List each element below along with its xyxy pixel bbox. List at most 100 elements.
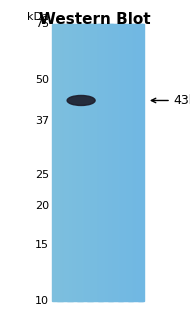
Bar bbox=[91, 24, 93, 301]
Bar bbox=[136, 24, 137, 301]
Bar bbox=[68, 24, 70, 301]
Bar bbox=[74, 24, 75, 301]
Bar bbox=[95, 24, 96, 301]
Bar bbox=[121, 24, 123, 301]
Bar bbox=[114, 24, 115, 301]
Bar bbox=[78, 24, 79, 301]
Bar bbox=[102, 24, 104, 301]
Bar bbox=[67, 24, 69, 301]
Bar bbox=[122, 24, 124, 301]
Bar bbox=[130, 24, 132, 301]
Bar bbox=[66, 24, 68, 301]
Bar bbox=[87, 24, 89, 301]
Bar bbox=[108, 24, 110, 301]
Bar bbox=[126, 24, 127, 301]
Bar bbox=[73, 24, 74, 301]
Bar bbox=[128, 24, 130, 301]
Bar bbox=[82, 24, 83, 301]
Bar bbox=[72, 24, 73, 301]
Bar bbox=[119, 24, 121, 301]
Text: 50: 50 bbox=[35, 75, 49, 85]
Bar bbox=[79, 24, 81, 301]
Bar bbox=[105, 24, 106, 301]
Bar bbox=[138, 24, 139, 301]
Bar bbox=[80, 24, 82, 301]
Bar bbox=[56, 24, 57, 301]
Bar bbox=[107, 24, 108, 301]
Bar bbox=[58, 24, 60, 301]
Text: 37: 37 bbox=[35, 116, 49, 126]
Bar bbox=[96, 24, 97, 301]
Bar bbox=[66, 24, 67, 301]
Bar bbox=[71, 24, 73, 301]
Bar bbox=[134, 24, 135, 301]
Bar bbox=[101, 24, 103, 301]
Bar bbox=[104, 24, 105, 301]
Bar bbox=[92, 24, 93, 301]
Bar bbox=[109, 24, 111, 301]
Text: 20: 20 bbox=[35, 201, 49, 211]
Bar bbox=[77, 24, 78, 301]
Bar bbox=[100, 24, 102, 301]
Bar bbox=[112, 24, 113, 301]
Bar bbox=[53, 24, 54, 301]
Bar bbox=[99, 24, 101, 301]
Bar bbox=[131, 24, 133, 301]
Bar bbox=[139, 24, 140, 301]
Bar bbox=[132, 24, 134, 301]
Text: 10: 10 bbox=[35, 296, 49, 306]
Bar bbox=[88, 24, 90, 301]
Bar bbox=[129, 24, 131, 301]
Bar bbox=[140, 24, 142, 301]
Bar bbox=[70, 24, 72, 301]
Text: 15: 15 bbox=[35, 240, 49, 250]
Text: kDa: kDa bbox=[27, 12, 49, 22]
Bar bbox=[57, 24, 59, 301]
Bar bbox=[87, 24, 88, 301]
Text: 75: 75 bbox=[35, 19, 49, 29]
Bar bbox=[111, 24, 112, 301]
Bar bbox=[60, 24, 62, 301]
Bar bbox=[116, 24, 117, 301]
Bar bbox=[123, 24, 124, 301]
Bar bbox=[137, 24, 138, 301]
Bar bbox=[81, 24, 82, 301]
Bar bbox=[133, 24, 134, 301]
Bar bbox=[97, 24, 99, 301]
Bar bbox=[142, 24, 143, 301]
Bar bbox=[83, 24, 84, 301]
Bar bbox=[141, 24, 142, 301]
Bar bbox=[85, 24, 86, 301]
Text: Western Blot: Western Blot bbox=[39, 12, 151, 27]
Bar bbox=[65, 24, 66, 301]
Bar bbox=[103, 24, 104, 301]
Bar bbox=[139, 24, 141, 301]
Ellipse shape bbox=[67, 95, 95, 105]
Bar bbox=[86, 24, 87, 301]
Bar bbox=[84, 24, 85, 301]
Bar bbox=[75, 24, 76, 301]
Bar bbox=[118, 24, 120, 301]
Bar bbox=[59, 24, 61, 301]
Bar bbox=[127, 24, 129, 301]
Bar bbox=[93, 24, 94, 301]
Bar bbox=[94, 24, 95, 301]
Bar bbox=[106, 24, 107, 301]
Bar bbox=[115, 24, 116, 301]
Bar bbox=[57, 24, 58, 301]
Bar bbox=[55, 24, 56, 301]
Bar bbox=[108, 24, 109, 301]
Bar bbox=[98, 24, 100, 301]
Bar bbox=[113, 24, 114, 301]
Bar bbox=[69, 24, 71, 301]
Bar bbox=[78, 24, 80, 301]
Bar bbox=[89, 24, 91, 301]
Bar bbox=[135, 24, 136, 301]
Bar bbox=[76, 24, 77, 301]
Bar bbox=[124, 24, 125, 301]
Bar bbox=[120, 24, 122, 301]
Bar bbox=[110, 24, 112, 301]
Bar bbox=[127, 24, 128, 301]
Bar bbox=[97, 24, 98, 301]
Bar bbox=[54, 24, 55, 301]
